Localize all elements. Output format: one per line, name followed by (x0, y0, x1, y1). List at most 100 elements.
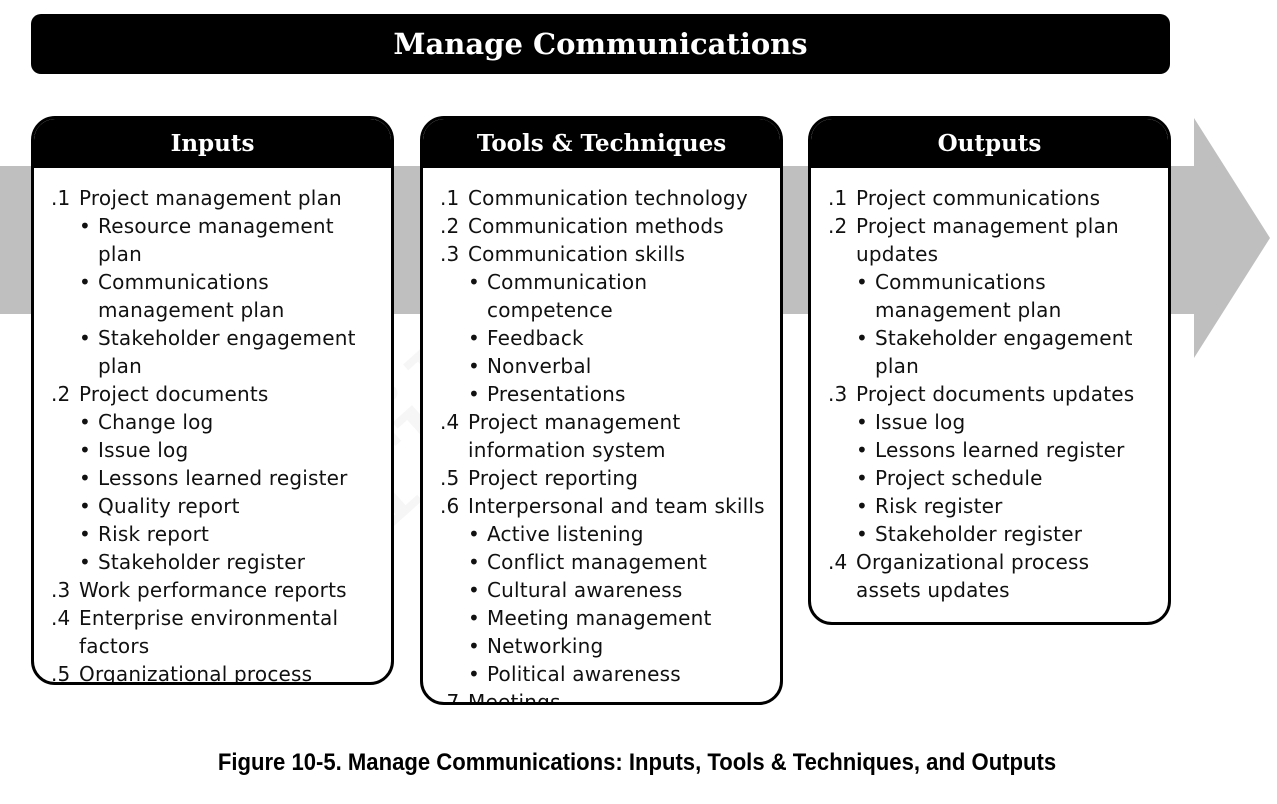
bullet-icon: • (79, 438, 91, 462)
sub-item-text: Risk register (875, 494, 1003, 518)
sub-item-text: Stakeholder register (98, 550, 306, 574)
bullet-icon: • (856, 438, 868, 462)
item-body: Organizational process assets updates (856, 548, 1160, 604)
sub-item: • Resource management plan (79, 212, 383, 268)
item-body: Project management plan updates • Communic… (856, 212, 1160, 380)
sub-item: • Presentations (468, 380, 772, 408)
sub-item: • Quality report (79, 492, 383, 520)
sub-item: • Communications management plan (79, 268, 383, 324)
item-body: Project management information system (468, 408, 772, 464)
sub-item: • Communication competence (468, 268, 772, 324)
figure-caption: Figure 10-5. Manage Communications: Inpu… (217, 749, 1057, 776)
sub-item-text: Quality report (98, 494, 240, 518)
inputs-header: Inputs (34, 119, 391, 168)
sub-item: • Lessons learned register (856, 436, 1160, 464)
sub-item-text: Issue log (875, 410, 966, 434)
item-number: .1 (51, 186, 71, 210)
item-number: .3 (440, 242, 460, 266)
bullet-icon: • (79, 270, 91, 294)
bullet-icon: • (468, 270, 480, 294)
sub-item: • Issue log (856, 408, 1160, 436)
item-text: Project management plan updates (856, 214, 1119, 266)
item-body: Project documents updates • Issue log • Less… (856, 380, 1160, 548)
item-text: Organizational process assets updates (856, 550, 1090, 602)
sub-item-text: Presentations (487, 382, 626, 406)
sub-item-text: Project schedule (875, 466, 1043, 490)
item-number: .4 (440, 410, 460, 434)
inputs-box: Inputs .1 Project management plan • Resourc… (31, 116, 394, 685)
bullet-icon: • (856, 466, 868, 490)
sub-item: • Meeting management (468, 604, 772, 632)
item-text: Interpersonal and team skills (468, 494, 765, 518)
list-item: .2 Project documents • Change log • Issue log… (51, 380, 383, 576)
bullet-icon: • (468, 550, 480, 574)
item-text: Communication technology (468, 186, 748, 210)
sub-item-text: Lessons learned register (875, 438, 1125, 462)
outputs-list: .1 Project communications .2 Project manage… (811, 168, 1168, 604)
sub-item-text: Political awareness (487, 662, 681, 686)
bullet-icon: • (468, 634, 480, 658)
item-text: Communication skills (468, 242, 686, 266)
bullet-icon: • (468, 606, 480, 630)
sub-item: • Change log (79, 408, 383, 436)
sub-item: • Stakeholder engagement plan (856, 324, 1160, 380)
item-body: Project documents • Change log • Issue log • L… (79, 380, 383, 576)
item-number: .2 (51, 382, 71, 406)
list-item: .3 Work performance reports (51, 576, 383, 604)
list-item: .1 Project management plan • Resource manag… (51, 184, 383, 380)
item-number: .7 (440, 690, 460, 705)
list-item: .4 Enterprise environmental factors (51, 604, 383, 660)
sub-item: • Networking (468, 632, 772, 660)
sub-item-text: Stakeholder engagement plan (875, 326, 1133, 378)
bullet-icon: • (468, 382, 480, 406)
item-number: .2 (828, 214, 848, 238)
sub-item-text: Stakeholder engagement plan (98, 326, 356, 378)
item-number: .4 (51, 606, 71, 630)
item-body: Project management plan • Resource managem… (79, 184, 383, 380)
bullet-icon: • (856, 410, 868, 434)
item-body: Organizational process assets (79, 660, 383, 682)
sub-item: • Stakeholder register (79, 548, 383, 576)
list-item: .7 Meetings (440, 688, 772, 705)
outputs-header: Outputs (811, 119, 1168, 168)
bullet-icon: • (468, 522, 480, 546)
item-body: Communication skills • Communication compe… (468, 240, 772, 408)
bullet-icon: • (79, 410, 91, 434)
bullet-icon: • (468, 578, 480, 602)
sub-item-text: Change log (98, 410, 214, 434)
sub-item-text: Cultural awareness (487, 578, 683, 602)
item-number: .2 (440, 214, 460, 238)
item-text: Work performance reports (79, 578, 347, 602)
sub-item-text: Communication competence (487, 270, 648, 322)
sub-item: • Cultural awareness (468, 576, 772, 604)
list-item: .4 Project management information system (440, 408, 772, 464)
list-item: .6 Interpersonal and team skills • Active l… (440, 492, 772, 688)
sub-item: • Stakeholder engagement plan (79, 324, 383, 380)
sub-item-text: Stakeholder register (875, 522, 1083, 546)
sub-item: • Communications management plan (856, 268, 1160, 324)
item-number: .6 (440, 494, 460, 518)
bullet-icon: • (468, 354, 480, 378)
item-text: Project communications (856, 186, 1101, 210)
list-item: .3 Communication skills • Communication com… (440, 240, 772, 408)
sub-item: • Active listening (468, 520, 772, 548)
item-body: Project reporting (468, 464, 772, 492)
sub-item: • Project schedule (856, 464, 1160, 492)
sub-item-text: Communications management plan (875, 270, 1062, 322)
sub-item-text: Networking (487, 634, 604, 658)
item-number: .5 (440, 466, 460, 490)
tools-techniques-box: Tools & Techniques .1 Communication techn… (420, 116, 783, 705)
bullet-icon: • (79, 466, 91, 490)
sub-item: • Political awareness (468, 660, 772, 688)
list-item: .5 Project reporting (440, 464, 772, 492)
sub-item-text: Nonverbal (487, 354, 592, 378)
bullet-icon: • (856, 270, 868, 294)
bullet-icon: • (79, 522, 91, 546)
sub-item-text: Resource management plan (98, 214, 334, 266)
sub-item-text: Feedback (487, 326, 584, 350)
tools-techniques-header: Tools & Techniques (423, 119, 780, 168)
sub-item: • Risk register (856, 492, 1160, 520)
bullet-icon: • (79, 214, 91, 238)
item-number: .3 (51, 578, 71, 602)
sub-item-text: Lessons learned register (98, 466, 348, 490)
